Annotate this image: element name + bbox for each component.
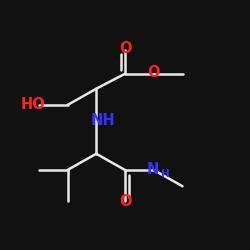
Text: N: N — [146, 162, 159, 177]
Text: O: O — [119, 194, 131, 209]
Text: O: O — [119, 41, 131, 56]
Text: HO: HO — [20, 97, 45, 112]
Text: NH: NH — [90, 113, 115, 128]
Text: H: H — [161, 169, 170, 179]
Text: O: O — [148, 65, 160, 80]
